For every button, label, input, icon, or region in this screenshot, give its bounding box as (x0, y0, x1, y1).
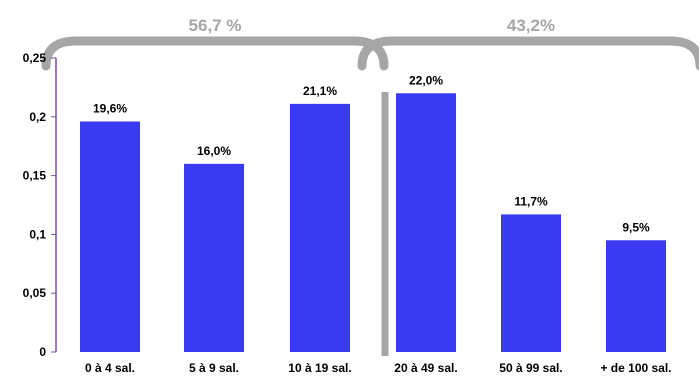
x-tick-label: 10 à 19 sal. (288, 361, 351, 375)
data-label: 11,7% (514, 194, 548, 208)
x-tick-label: 0 à 4 sal. (85, 361, 135, 375)
y-tick-label: 0,15 (23, 169, 47, 183)
data-label: 22,0% (409, 73, 443, 87)
x-axis: 0 à 4 sal. 5 à 9 sal. 10 à 19 sal. 20 à 49 … (85, 361, 672, 375)
y-axis: 0 0,05 0,1 0,15 0,2 0,25 (23, 51, 57, 359)
bar (501, 214, 561, 352)
bar (80, 121, 140, 352)
y-tick-label: 0,25 (23, 51, 47, 65)
y-tick-label: 0,1 (29, 227, 46, 241)
x-tick-label: 5 à 9 sal. (189, 361, 239, 375)
data-labels: 19,6% 16,0% 21,1% 22,0% 11,7% 9,5% (93, 73, 650, 234)
x-tick-label: + de 100 sal. (600, 361, 671, 375)
bar (606, 240, 666, 352)
bar (396, 93, 456, 352)
bars (80, 93, 666, 352)
group-braces: 56,7 % 43,2% (41, 16, 699, 356)
bar (290, 103, 350, 352)
y-tick-label: 0,2 (29, 110, 46, 124)
data-label: 16,0% (197, 144, 231, 158)
group-share-label: 43,2% (507, 16, 555, 35)
data-label: 19,6% (93, 102, 127, 116)
y-tick-label: 0 (39, 345, 46, 359)
y-tick-label: 0,05 (23, 286, 47, 300)
data-label: 9,5% (622, 220, 650, 234)
group-brace (357, 36, 699, 71)
x-tick-label: 50 à 99 sal. (499, 361, 562, 375)
group-share-label: 56,7 % (189, 16, 242, 35)
x-tick-label: 20 à 49 sal. (394, 361, 457, 375)
bar (184, 163, 244, 352)
data-label: 21,1% (303, 84, 337, 98)
group-brace (41, 36, 389, 71)
